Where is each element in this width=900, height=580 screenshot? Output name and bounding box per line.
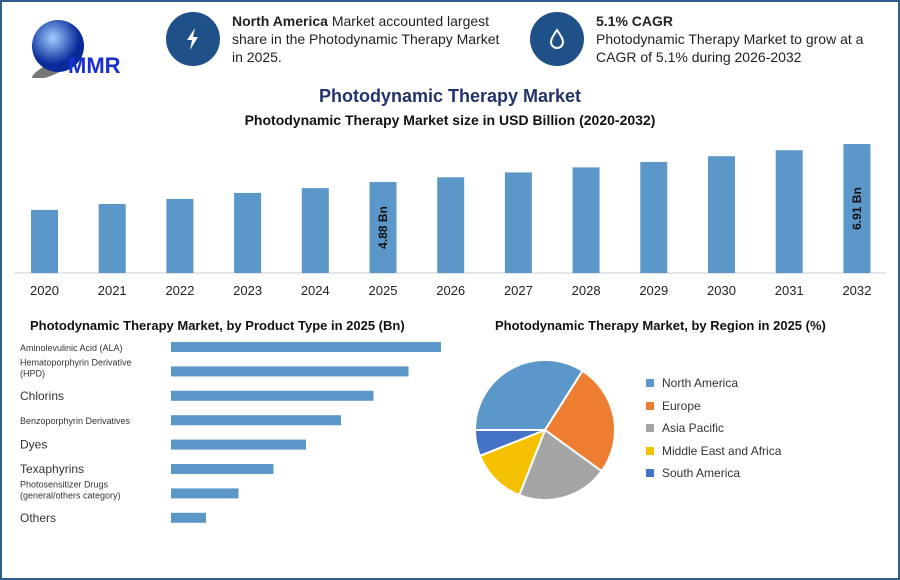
label-line: (HPD) [20,368,45,378]
bar-2021 [98,203,126,273]
product-bar [171,342,441,352]
product-label: Chlorins [20,389,64,403]
bar-2024 [301,188,329,273]
bar-2026 [437,177,465,273]
label-line: (general/others category) [20,490,121,500]
bar-2031 [775,150,803,273]
product-chart-title: Photodynamic Therapy Market, by Product … [30,318,405,333]
x-tick-label: 2020 [30,283,59,298]
label-line: Hematoporphyrin Derivative [20,357,132,367]
highlight-cagr: 5.1% CAGR Photodynamic Therapy Market to … [530,12,880,66]
highlight-bold: North America [232,13,328,29]
highlight-north-america: North America Market accounted largest s… [166,12,506,66]
product-bar [171,512,206,523]
legend-label: South America [662,466,741,481]
legend-item: Middle East and Africa [646,440,781,463]
bar-2028 [572,167,600,273]
x-tick-label: 2022 [165,283,194,298]
pie-slice-middle-east-and-africa [478,428,547,497]
bar-2022 [166,198,194,273]
region-pie-chart [473,359,616,501]
legend-label: Middle East and Africa [662,443,782,458]
x-tick-label: 2028 [572,283,601,298]
legend-swatch [646,424,654,433]
x-tick-label: 2025 [369,283,398,298]
growth-icon [530,12,584,66]
x-tick-label: 2032 [842,283,871,298]
x-tick-label: 2027 [504,283,533,298]
highlight-text: Photodynamic Therapy Market to grow at a… [596,31,864,65]
legend-label: Asia Pacific [662,421,725,436]
product-bar [171,415,341,426]
data-label: 4.88 Bn [376,206,390,249]
product-bar [171,366,409,377]
bar-2023 [234,192,262,273]
product-bar-chart: Aminolevulinic Acid (ALA) Hematoporphyrin… [20,342,441,525]
product-bar [171,390,374,401]
product-bar [171,464,274,474]
legend-item: Asia Pacific [646,417,781,440]
product-label: Aminolevulinic Acid (ALA) [20,343,123,353]
yearly-bar-chart: 2020 2021 2022 2023 2024 2025 4.88 Bn 2026 2027 2… [14,144,886,298]
x-tick-label: 2031 [775,283,804,298]
product-label: Hematoporphyrin Derivative (HPD) [20,357,132,378]
bar-2027 [504,172,532,273]
pie-legend: North America Europe Asia Pacific Middle Ea… [646,372,781,485]
x-tick-label: 2030 [707,283,736,298]
x-tick-label: 2026 [436,283,465,298]
label-line: Photosensitizer Drugs [20,479,109,489]
bar-chart-title: Photodynamic Therapy Market size in USD … [244,112,656,128]
x-tick-label: 2029 [639,283,668,298]
pie-slice-europe [543,369,616,473]
product-label: Texaphyrins [20,462,84,476]
bar-2020 [31,209,58,273]
pie-slice-south-america [473,429,546,458]
highlight-bold: 5.1% CAGR [596,13,674,29]
product-label: Others [20,511,56,525]
x-tick-label: 2023 [233,283,262,298]
lightning-icon [166,12,220,66]
bar-2025 [369,181,397,273]
mmr-logo: MMR [32,20,121,78]
svg-text:MMR: MMR [68,53,121,78]
x-tick-label: 2024 [301,283,330,298]
product-label: Dyes [20,438,47,452]
legend-swatch [646,446,654,455]
page-title: Photodynamic Therapy Market [318,86,582,106]
product-bar [171,439,306,450]
bar-2030 [708,156,735,273]
product-label: Photosensitizer Drugs (general/others cat… [20,479,121,500]
highlight-text: Market accounted largest share in the Ph… [232,13,500,65]
legend-swatch [646,401,654,410]
legend-label: Europe [662,398,701,413]
legend-swatch [646,469,654,478]
legend-label: North America [662,376,739,391]
data-label: 6.91 Bn [850,187,864,230]
legend-item: South America [646,462,781,485]
legend-swatch [646,379,654,388]
region-chart-title: Photodynamic Therapy Market, by Region i… [495,318,826,333]
legend-item: North America [646,372,781,395]
product-label: Benzoporphyrin Derivatives [20,416,131,426]
product-bar [171,488,239,499]
legend-item: Europe [646,395,781,418]
pie-slice-asia-pacific [517,428,604,501]
x-tick-label: 2021 [98,283,127,298]
bar-2032 [843,144,871,273]
bar-2029 [640,161,668,273]
